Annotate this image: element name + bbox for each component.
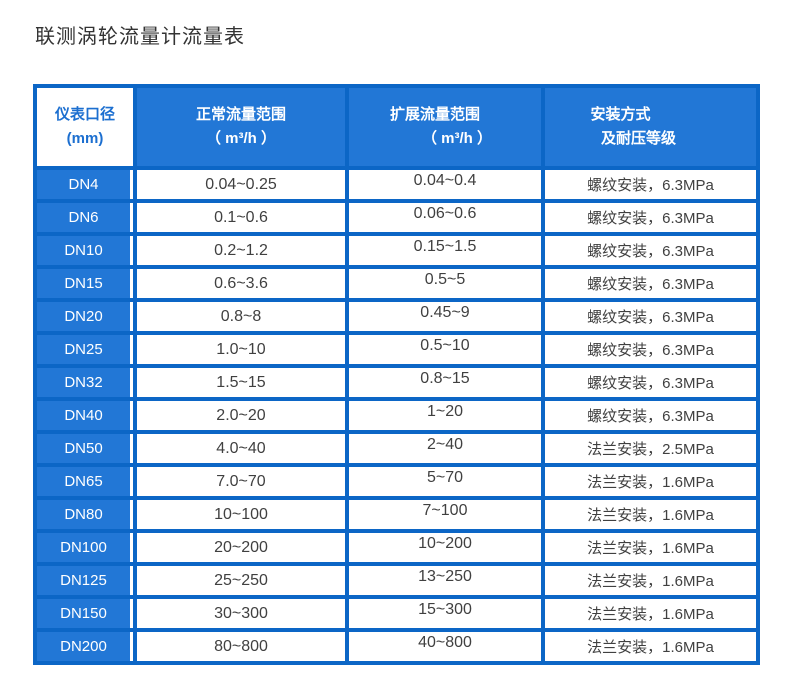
cell-dn: DN6 bbox=[37, 203, 133, 232]
cell-dn: DN4 bbox=[37, 170, 133, 199]
cell-install: 法兰安装，1.6MPa bbox=[545, 467, 756, 496]
table-row: DN40 2.0~20 1~20 螺纹安装，6.3MPa bbox=[37, 401, 756, 430]
table-body: DN4 0.04~0.25 0.04~0.4 螺纹安装，6.3MPa DN6 0… bbox=[37, 170, 756, 661]
cell-dn: DN25 bbox=[37, 335, 133, 364]
cell-normal-range: 0.6~3.6 bbox=[137, 269, 345, 298]
header-install: 安装方式 及耐压等级 bbox=[545, 88, 756, 166]
header-normal-range-line2: （ m³/h ） bbox=[206, 130, 276, 147]
table-row: DN125 25~250 13~250 法兰安装，1.6MPa bbox=[37, 566, 756, 595]
cell-normal-range: 30~300 bbox=[137, 599, 345, 628]
cell-dn: DN32 bbox=[37, 368, 133, 397]
cell-extended-range: 0.04~0.4 bbox=[349, 170, 541, 199]
table-row: DN20 0.8~8 0.45~9 螺纹安装，6.3MPa bbox=[37, 302, 756, 331]
table-row: DN4 0.04~0.25 0.04~0.4 螺纹安装，6.3MPa bbox=[37, 170, 756, 199]
cell-dn: DN125 bbox=[37, 566, 133, 595]
cell-extended-range: 40~800 bbox=[349, 632, 541, 661]
cell-normal-range: 0.1~0.6 bbox=[137, 203, 345, 232]
header-row: 仪表口径 (mm) 正常流量范围 （ m³/h ） 扩展流量范围 （ m³/h … bbox=[37, 88, 756, 166]
cell-extended-range: 13~250 bbox=[349, 566, 541, 595]
cell-normal-range: 0.8~8 bbox=[137, 302, 345, 331]
cell-dn: DN20 bbox=[37, 302, 133, 331]
cell-dn: DN50 bbox=[37, 434, 133, 463]
cell-dn: DN15 bbox=[37, 269, 133, 298]
cell-install: 螺纹安装，6.3MPa bbox=[545, 401, 756, 430]
cell-install: 法兰安装，1.6MPa bbox=[545, 566, 756, 595]
cell-dn: DN65 bbox=[37, 467, 133, 496]
cell-install: 法兰安装，1.6MPa bbox=[545, 500, 756, 529]
cell-install: 螺纹安装，6.3MPa bbox=[545, 269, 756, 298]
cell-normal-range: 4.0~40 bbox=[137, 434, 345, 463]
cell-normal-range: 1.5~15 bbox=[137, 368, 345, 397]
cell-dn: DN10 bbox=[37, 236, 133, 265]
cell-dn: DN150 bbox=[37, 599, 133, 628]
cell-dn: DN80 bbox=[37, 500, 133, 529]
table-row: DN200 80~800 40~800 法兰安装，1.6MPa bbox=[37, 632, 756, 661]
table-row: DN6 0.1~0.6 0.06~0.6 螺纹安装，6.3MPa bbox=[37, 203, 756, 232]
cell-extended-range: 0.15~1.5 bbox=[349, 236, 541, 265]
cell-extended-range: 5~70 bbox=[349, 467, 541, 496]
cell-normal-range: 10~100 bbox=[137, 500, 345, 529]
cell-extended-range: 7~100 bbox=[349, 500, 541, 529]
header-diameter-line1: 仪表口径 bbox=[54, 106, 115, 123]
cell-extended-range: 0.06~0.6 bbox=[349, 203, 541, 232]
table-header: 仪表口径 (mm) 正常流量范围 （ m³/h ） 扩展流量范围 （ m³/h … bbox=[37, 88, 756, 166]
cell-extended-range: 0.8~15 bbox=[349, 368, 541, 397]
cell-install: 法兰安装，1.6MPa bbox=[545, 632, 756, 661]
cell-normal-range: 2.0~20 bbox=[137, 401, 345, 430]
cell-extended-range: 0.45~9 bbox=[349, 302, 541, 331]
cell-extended-range: 10~200 bbox=[349, 533, 541, 562]
cell-install: 螺纹安装，6.3MPa bbox=[545, 335, 756, 364]
cell-normal-range: 7.0~70 bbox=[137, 467, 345, 496]
cell-install: 法兰安装，2.5MPa bbox=[545, 434, 756, 463]
cell-install: 螺纹安装，6.3MPa bbox=[545, 236, 756, 265]
table-row: DN100 20~200 10~200 法兰安装，1.6MPa bbox=[37, 533, 756, 562]
header-extended-range: 扩展流量范围 （ m³/h ） bbox=[349, 88, 541, 166]
header-normal-range: 正常流量范围 （ m³/h ） bbox=[137, 88, 345, 166]
cell-dn: DN40 bbox=[37, 401, 133, 430]
cell-extended-range: 0.5~10 bbox=[349, 335, 541, 364]
header-extended-range-line1: 扩展流量范围 bbox=[389, 106, 480, 123]
flow-spec-table: 仪表口径 (mm) 正常流量范围 （ m³/h ） 扩展流量范围 （ m³/h … bbox=[33, 84, 760, 665]
cell-normal-range: 0.2~1.2 bbox=[137, 236, 345, 265]
cell-install: 螺纹安装，6.3MPa bbox=[545, 302, 756, 331]
cell-install: 螺纹安装，6.3MPa bbox=[545, 368, 756, 397]
header-install-line2: 及耐压等级 bbox=[600, 130, 676, 147]
cell-install: 法兰安装，1.6MPa bbox=[545, 599, 756, 628]
cell-extended-range: 2~40 bbox=[349, 434, 541, 463]
header-normal-range-line1: 正常流量范围 bbox=[195, 106, 286, 123]
cell-extended-range: 1~20 bbox=[349, 401, 541, 430]
header-extended-range-line2: （ m³/h ） bbox=[422, 130, 492, 147]
cell-extended-range: 15~300 bbox=[349, 599, 541, 628]
page-title: 联测涡轮流量计流量表 bbox=[35, 26, 245, 48]
table-row: DN25 1.0~10 0.5~10 螺纹安装，6.3MPa bbox=[37, 335, 756, 364]
cell-extended-range: 0.5~5 bbox=[349, 269, 541, 298]
table-row: DN65 7.0~70 5~70 法兰安装，1.6MPa bbox=[37, 467, 756, 496]
cell-normal-range: 0.04~0.25 bbox=[137, 170, 345, 199]
cell-dn: DN200 bbox=[37, 632, 133, 661]
cell-install: 螺纹安装，6.3MPa bbox=[545, 203, 756, 232]
table-row: DN32 1.5~15 0.8~15 螺纹安装，6.3MPa bbox=[37, 368, 756, 397]
table-row: DN150 30~300 15~300 法兰安装，1.6MPa bbox=[37, 599, 756, 628]
cell-dn: DN100 bbox=[37, 533, 133, 562]
table-row: DN10 0.2~1.2 0.15~1.5 螺纹安装，6.3MPa bbox=[37, 236, 756, 265]
header-diameter-line2: (mm) bbox=[66, 130, 104, 147]
cell-normal-range: 1.0~10 bbox=[137, 335, 345, 364]
cell-install: 螺纹安装，6.3MPa bbox=[545, 170, 756, 199]
header-diameter: 仪表口径 (mm) bbox=[37, 88, 133, 166]
table-row: DN50 4.0~40 2~40 法兰安装，2.5MPa bbox=[37, 434, 756, 463]
cell-normal-range: 80~800 bbox=[137, 632, 345, 661]
header-install-line1: 安装方式 bbox=[590, 106, 651, 123]
cell-normal-range: 20~200 bbox=[137, 533, 345, 562]
table-row: DN80 10~100 7~100 法兰安装，1.6MPa bbox=[37, 500, 756, 529]
cell-normal-range: 25~250 bbox=[137, 566, 345, 595]
cell-install: 法兰安装，1.6MPa bbox=[545, 533, 756, 562]
table-row: DN15 0.6~3.6 0.5~5 螺纹安装，6.3MPa bbox=[37, 269, 756, 298]
